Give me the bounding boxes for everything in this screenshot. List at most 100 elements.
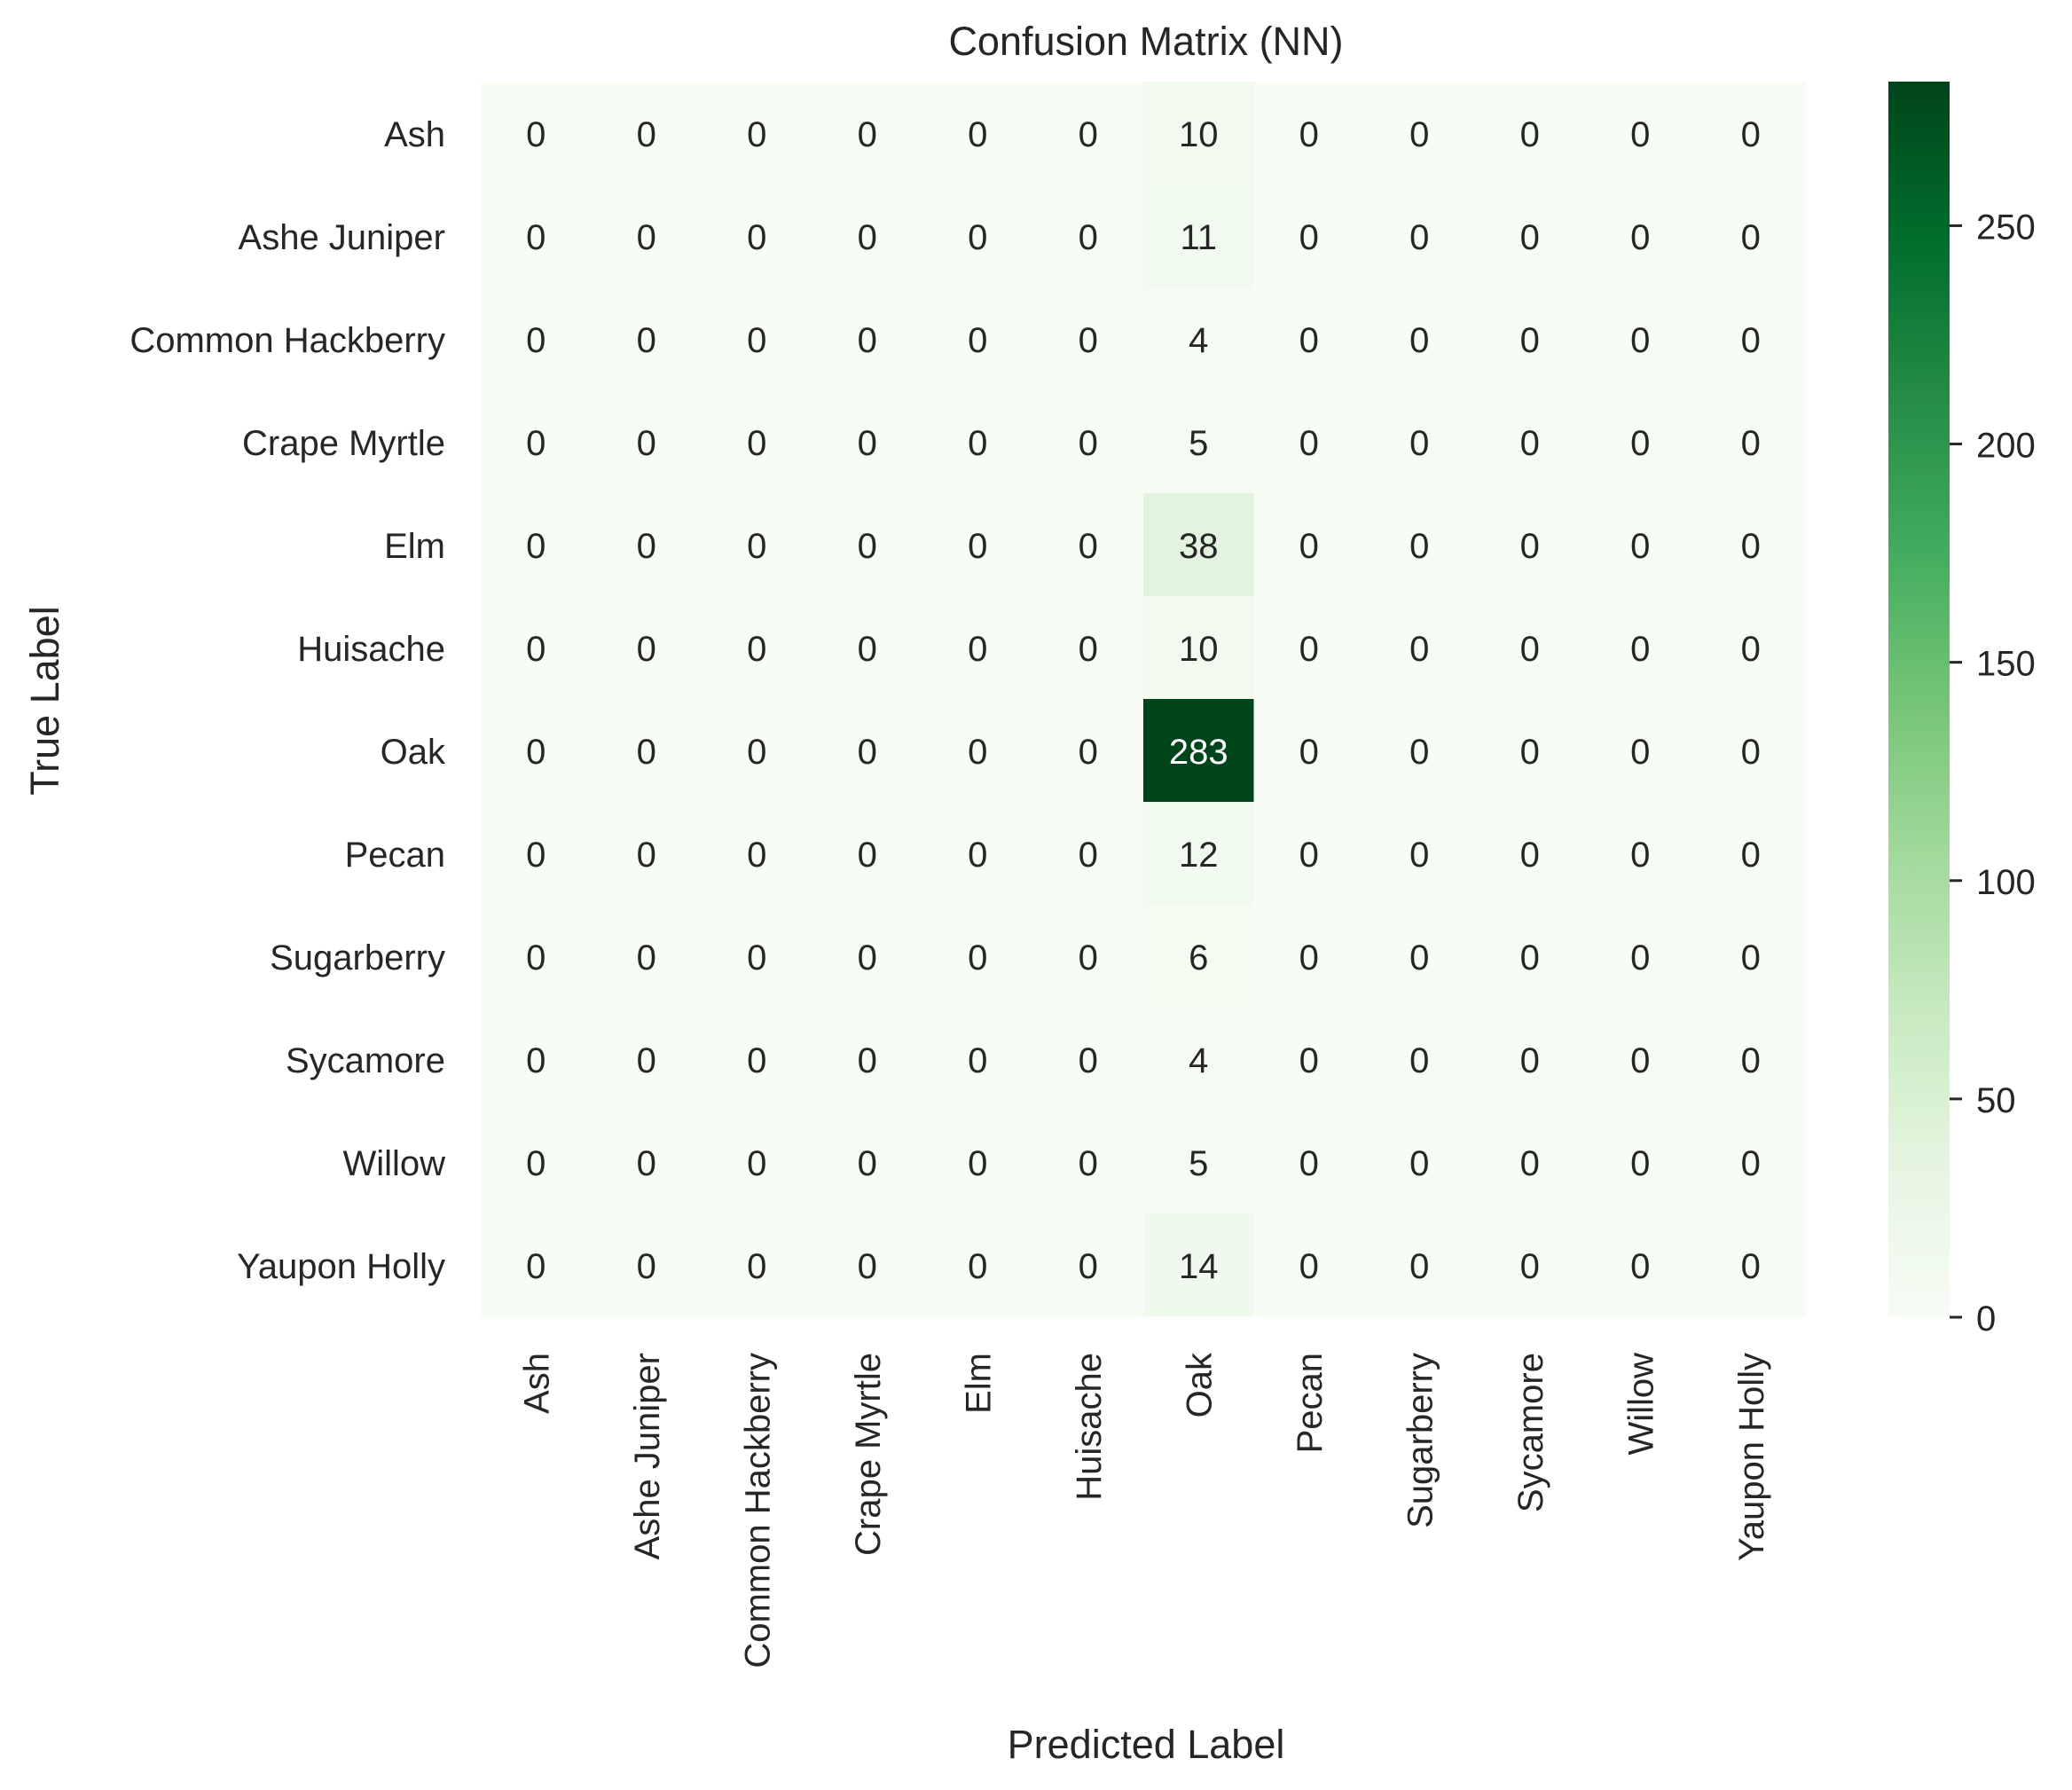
heatmap-cell (1253, 82, 1365, 185)
heatmap-cell (1143, 905, 1255, 1009)
cell-value-label: 0 (1079, 938, 1098, 977)
cell-value-label: 0 (747, 733, 766, 772)
cell-value-label: 0 (1299, 321, 1319, 360)
cell-value-label: 0 (747, 836, 766, 875)
heatmap-cell (591, 1111, 702, 1214)
heatmap-cell (1143, 1008, 1255, 1111)
colorbar (1888, 82, 1950, 1317)
heatmap-cell (1474, 390, 1586, 494)
cell-value-label: 0 (968, 938, 987, 977)
heatmap-cell (702, 1008, 813, 1111)
cell-value-label: 0 (858, 218, 877, 257)
cell-value-label: 0 (637, 1247, 656, 1286)
y-tick-label: Common Hackberry (130, 321, 445, 360)
cell-value-label: 0 (968, 733, 987, 772)
cell-value-label: 0 (1520, 527, 1540, 566)
x-tick-label: Sugarberry (1401, 1353, 1440, 1528)
y-tick-label: Ash (384, 115, 445, 154)
colorbar-tick-label: 100 (1976, 863, 2036, 902)
heatmap-cell (702, 390, 813, 494)
cell-value-label: 0 (1520, 321, 1540, 360)
heatmap-cell (702, 184, 813, 288)
cell-value-label: 0 (858, 733, 877, 772)
cell-value-label: 0 (1409, 1247, 1429, 1286)
heatmap-cell (922, 905, 1034, 1009)
cell-value-label: 0 (1299, 733, 1319, 772)
cell-value-label: 0 (858, 424, 877, 463)
heatmap-cell (812, 493, 923, 597)
cell-value-label: 0 (1741, 630, 1761, 669)
cell-value-label: 0 (637, 321, 656, 360)
cell-value-label: 0 (1630, 1144, 1650, 1183)
y-tick-label: Sugarberry (270, 938, 445, 977)
heatmap-cell (1585, 390, 1697, 494)
heatmap-cell (591, 905, 702, 1009)
cell-value-label: 0 (747, 630, 766, 669)
heatmap-cell (1695, 1213, 1807, 1317)
cell-value-label: 0 (1079, 321, 1098, 360)
cell-value-label: 0 (1520, 1041, 1540, 1080)
heatmap-cell (1143, 1213, 1255, 1317)
cell-value-label: 0 (1630, 630, 1650, 669)
cell-value-label: 0 (1630, 938, 1650, 977)
heatmap-cell (1143, 596, 1255, 700)
cell-value-label: 0 (1299, 836, 1319, 875)
heatmap-cell (481, 287, 593, 391)
y-axis-label: True Label (22, 606, 67, 795)
cell-value-label: 0 (1741, 527, 1761, 566)
cell-value-label: 0 (1630, 218, 1650, 257)
heatmap-cell (1032, 699, 1144, 803)
heatmap-cell (1253, 596, 1365, 700)
colorbar-tick-label: 250 (1976, 208, 2036, 247)
cell-value-label: 0 (1409, 527, 1429, 566)
cell-value-label: 0 (1741, 938, 1761, 977)
heatmap-cell (812, 287, 923, 391)
colorbar-tick-label: 200 (1976, 427, 2036, 466)
cell-value-label: 0 (1630, 1247, 1650, 1286)
cell-value-label: 38 (1179, 527, 1219, 566)
cell-value-label: 0 (1079, 115, 1098, 154)
cell-value-label: 0 (1299, 115, 1319, 154)
cell-value-label: 0 (747, 527, 766, 566)
heatmap-cell (702, 1111, 813, 1214)
cell-value-label: 283 (1169, 733, 1228, 772)
cell-value-label: 0 (1299, 424, 1319, 463)
heatmap-cell (812, 390, 923, 494)
x-tick-label: Pecan (1291, 1353, 1330, 1453)
heatmap-cell (1364, 82, 1476, 185)
heatmap-cell (1143, 699, 1255, 803)
heatmap-cell (922, 184, 1034, 288)
cell-value-label: 0 (968, 527, 987, 566)
heatmap-cell (702, 493, 813, 597)
cell-value-label: 0 (1520, 218, 1540, 257)
heatmap-cell (481, 596, 593, 700)
heatmap-cell (1364, 493, 1476, 597)
colorbar-tick-label: 50 (1976, 1081, 2016, 1120)
cell-value-label: 0 (1520, 424, 1540, 463)
heatmap-cell (1474, 184, 1586, 288)
heatmap-cell (591, 596, 702, 700)
heatmap-cell (1585, 287, 1697, 391)
heatmap-cell (1474, 1111, 1586, 1214)
cell-value-label: 0 (1520, 115, 1540, 154)
heatmap-cell (1695, 493, 1807, 597)
heatmap-cell (591, 1213, 702, 1317)
heatmap-cell (1695, 390, 1807, 494)
heatmap-cell (1253, 1008, 1365, 1111)
cell-value-label: 0 (1409, 218, 1429, 257)
heatmap-cell (1253, 493, 1365, 597)
y-tick-label: Oak (381, 733, 446, 772)
heatmap-cell (481, 390, 593, 494)
cell-value-label: 0 (747, 938, 766, 977)
cell-value-label: 0 (1409, 938, 1429, 977)
cell-value-label: 0 (526, 424, 545, 463)
cell-value-label: 0 (968, 836, 987, 875)
heatmap-cell (812, 802, 923, 906)
heatmap-cell (1032, 82, 1144, 185)
heatmap-cell (812, 596, 923, 700)
cell-value-label: 0 (968, 1144, 987, 1183)
cell-value-label: 0 (1409, 733, 1429, 772)
cell-value-label: 0 (968, 115, 987, 154)
cell-value-label: 0 (1299, 1041, 1319, 1080)
heatmap-cell (1253, 184, 1365, 288)
